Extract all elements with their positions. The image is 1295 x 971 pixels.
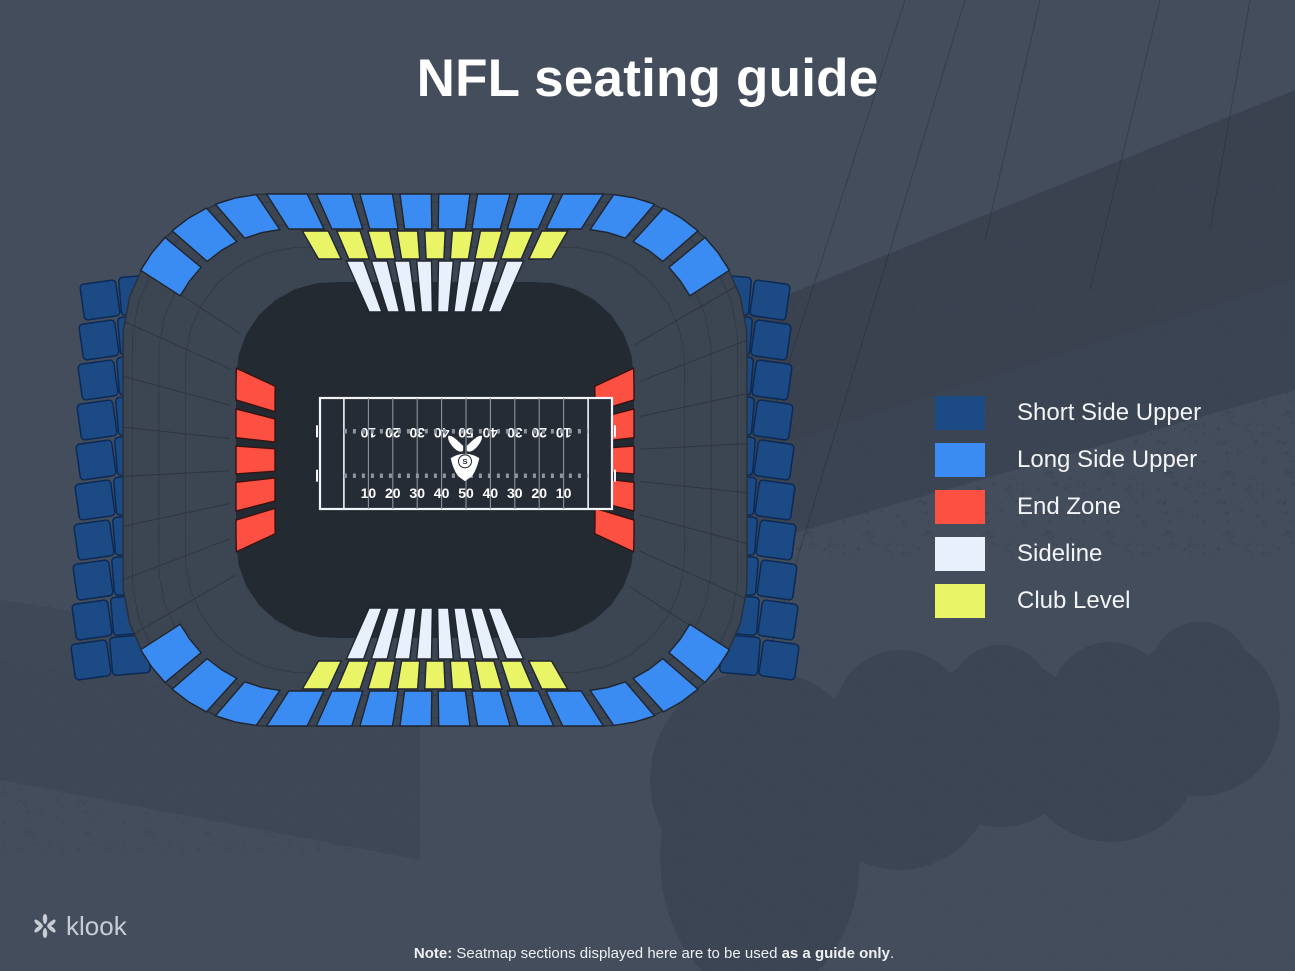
svg-text:40: 40 (434, 485, 450, 501)
svg-text:10: 10 (556, 485, 572, 501)
svg-text:20: 20 (531, 485, 547, 501)
svg-text:10: 10 (361, 485, 377, 501)
svg-text:50: 50 (458, 485, 474, 501)
svg-text:40: 40 (483, 485, 499, 501)
svg-text:S: S (462, 457, 467, 466)
svg-text:30: 30 (507, 425, 523, 441)
svg-text:20: 20 (385, 485, 401, 501)
svg-text:30: 30 (507, 485, 523, 501)
svg-text:30: 30 (409, 485, 425, 501)
